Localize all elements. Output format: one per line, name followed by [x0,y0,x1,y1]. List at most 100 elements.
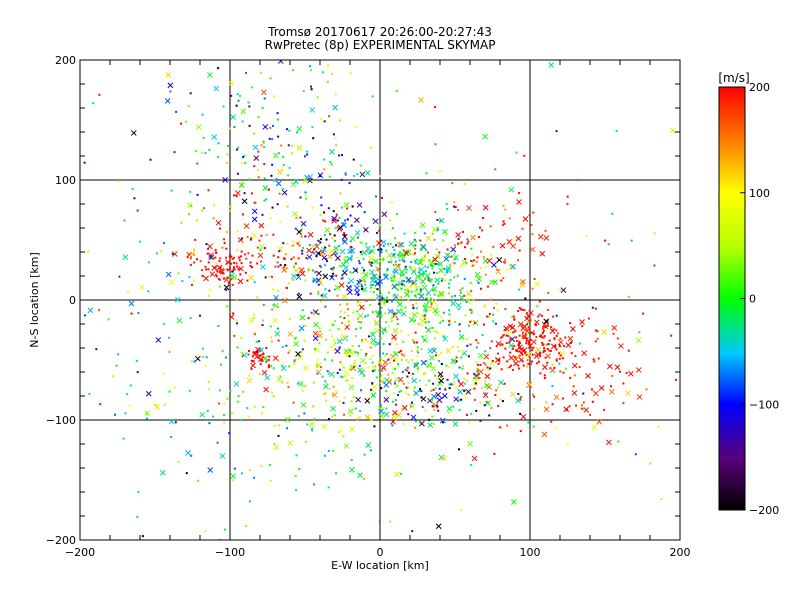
data-point-dot [369,346,372,349]
chart-subtitle: RwPretec (8p) EXPERIMENTAL SKYMAP [264,38,496,52]
data-point-dot [335,390,338,393]
colorbar-label: [m/s] [718,71,749,85]
data-point-x [418,97,424,103]
data-point-dot [431,232,434,235]
data-point-dot [542,336,545,339]
data-point-dot [311,429,314,432]
data-point-dot [437,255,440,258]
data-point-dot [405,251,408,254]
data-point-dot [466,372,469,375]
data-point-dot [371,331,374,334]
colorbar: [m/s] [718,71,750,511]
data-point-dot [528,341,531,344]
data-point-dot [469,320,472,323]
data-point-dot [394,314,397,317]
data-point-dot [292,278,295,281]
data-point-dot [517,344,520,347]
data-point-dot [248,178,251,181]
data-point-dot [381,295,384,298]
data-point-dot [287,282,290,285]
data-point-x [312,335,319,342]
data-point-dot [402,382,405,385]
data-point-x [357,367,364,374]
data-point-dot [622,382,625,385]
data-point-dot [344,375,347,378]
data-point-dot [359,282,362,285]
data-point-dot [589,413,592,416]
data-point-dot [330,275,333,278]
data-point-dot [261,319,264,322]
data-point-dot [433,347,436,350]
data-point-dot [424,372,427,375]
data-point-dot [458,323,461,326]
data-point-x [382,359,389,366]
data-point-dot [394,338,397,341]
data-point-dot [343,396,346,399]
data-point-dot [429,279,432,282]
data-point-dot [498,426,501,429]
data-point-dot [279,220,282,223]
data-point-dot [411,282,414,285]
data-point-dot [452,262,455,265]
data-point-x [591,424,598,430]
data-point-dot [271,138,274,141]
data-point-x [374,327,381,334]
data-point-dot [235,262,238,265]
data-point-dot [233,256,236,259]
data-point-dot [399,287,402,290]
data-point-dot [265,346,268,349]
data-point-dot [255,201,258,204]
data-point-dot [321,375,324,378]
data-point-dot [400,287,403,290]
data-point-dot [382,352,385,355]
data-point-dot [414,426,417,429]
data-point-x [567,335,574,342]
data-point-dot [236,400,239,403]
data-point-dot [265,360,268,363]
data-point-dot [619,370,622,373]
data-point-dot [214,273,217,276]
data-point-dot [553,338,556,341]
data-point-x [213,85,220,92]
data-point-dot [411,530,414,533]
data-point-x [364,398,371,404]
data-point-dot [326,370,329,373]
data-point-dot [416,370,419,373]
data-point-dot [279,375,282,378]
data-point-dot [528,326,531,329]
data-point-x [509,324,516,331]
data-point-dot [225,231,228,234]
data-point-x [482,392,489,399]
data-point-x [583,407,590,413]
data-point-x [508,354,515,361]
data-point-dot [518,350,521,353]
data-point-dot [392,253,395,256]
data-point-x [420,256,427,262]
data-point-dot [372,291,375,294]
data-point-dot [424,265,427,268]
data-point-dot [222,277,225,280]
data-point-x [295,274,302,281]
data-point-dot [441,277,444,280]
data-point-dot [439,170,442,173]
data-point-x [543,318,550,325]
data-point-dot [198,314,201,317]
data-point-dot [137,491,140,494]
data-point-dot [401,259,404,262]
data-point-dot [431,326,434,329]
data-point-x [608,389,615,395]
data-point-dot [323,211,326,214]
data-point-dot [206,252,209,255]
data-point-dot [616,337,619,340]
data-point-dot [149,158,152,161]
data-point-dot [452,405,455,408]
data-point-x [299,314,306,321]
data-point-dot [570,341,573,344]
data-point-dot [285,287,288,290]
x-axis-label: E-W location [km] [331,559,429,572]
data-point-dot [525,354,528,357]
data-point-dot [294,359,297,362]
data-point-dot [551,363,554,366]
data-point-x [341,269,348,276]
data-point-dot [306,423,309,426]
